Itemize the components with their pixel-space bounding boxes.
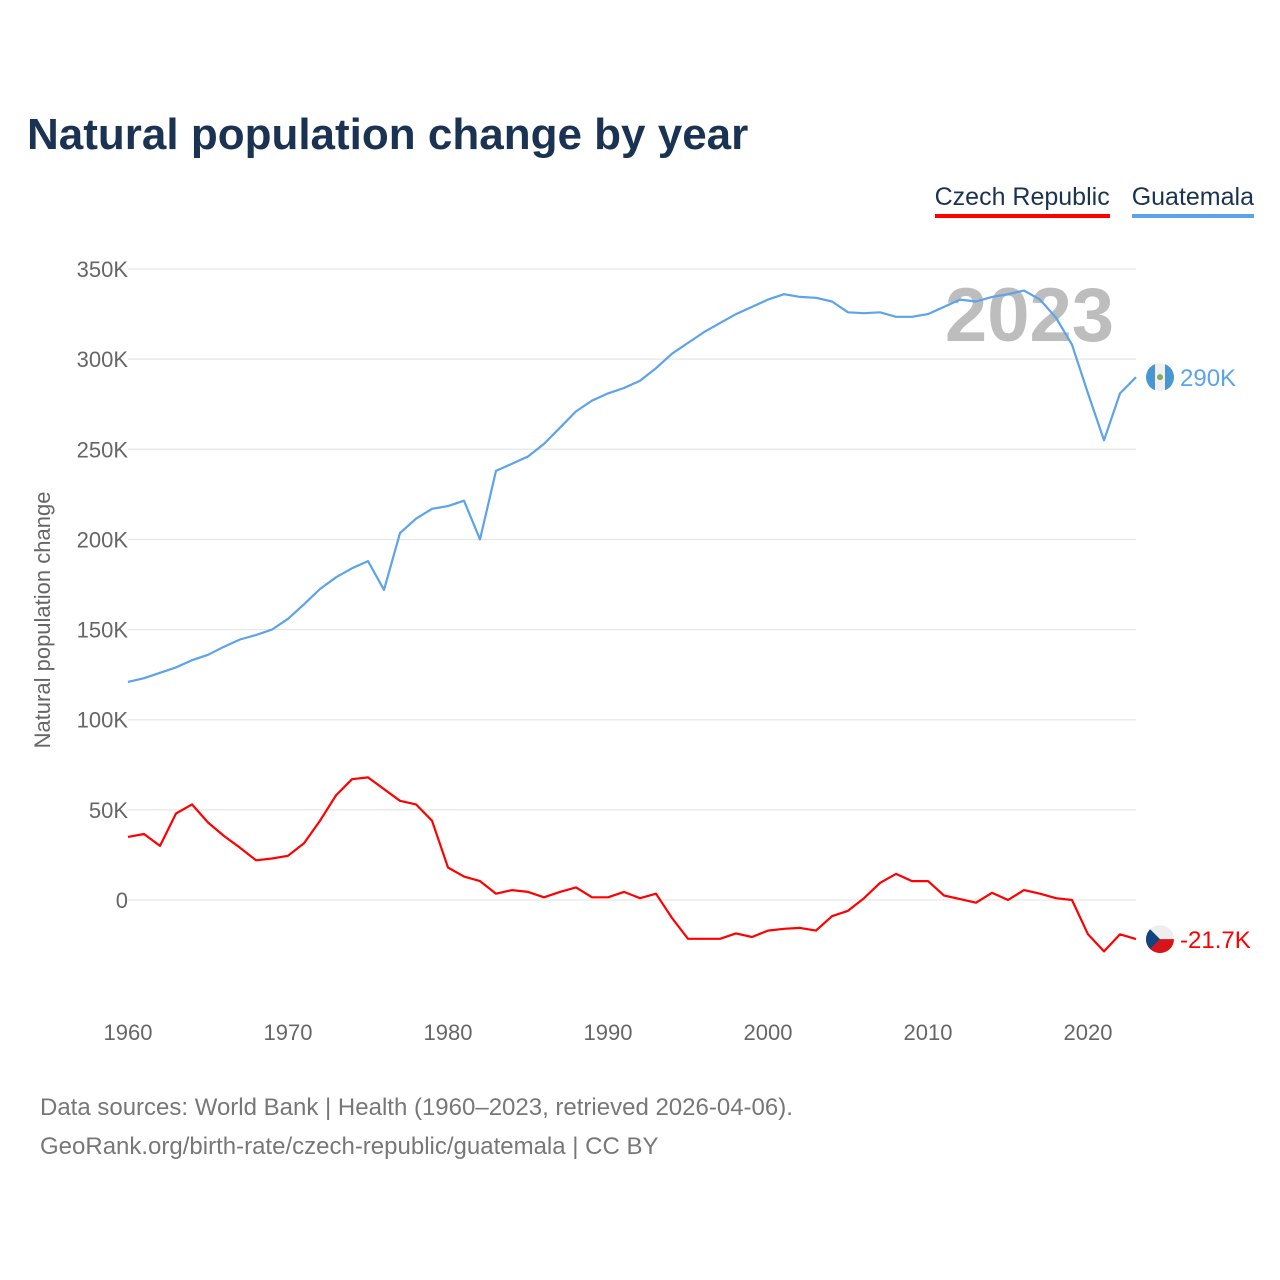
x-tick-label: 2000 — [744, 1020, 793, 1045]
y-tick-label: 150K — [77, 618, 129, 643]
y-tick-label: 300K — [77, 347, 129, 372]
source-link[interactable]: GeoRank.org/birth-rate/czech-republic/gu… — [40, 1133, 659, 1160]
series-line-czech-republic — [127, 776, 1137, 953]
end-value-label-guatemala: 290K — [1180, 365, 1236, 392]
x-tick-label: 1960 — [104, 1020, 153, 1045]
chart-title: Natural population change by year — [27, 110, 749, 159]
legend-item-czech-republic[interactable]: Czech Republic — [934, 183, 1110, 218]
y-tick-label: 100K — [77, 708, 129, 733]
end-value-label-czech-republic: -21.7K — [1180, 927, 1251, 954]
x-tick-label: 2010 — [904, 1020, 953, 1045]
legend: Czech Republic Guatemala — [934, 183, 1254, 218]
series-line-guatemala — [127, 289, 1137, 683]
year-watermark: 2023 — [945, 273, 1114, 358]
x-tick-label: 1980 — [424, 1020, 473, 1045]
x-tick-label: 1990 — [584, 1020, 633, 1045]
czech-flag-icon — [1146, 925, 1174, 954]
guatemala-flag-icon — [1146, 363, 1174, 392]
y-tick-label: 50K — [89, 798, 128, 823]
x-tick-label: 2020 — [1064, 1020, 1113, 1045]
y-tick-label: 350K — [77, 257, 129, 282]
y-tick-label: 0 — [116, 888, 128, 913]
y-tick-label: 250K — [77, 437, 129, 462]
footer: Data sources: World Bank | Health (1960–… — [40, 1088, 793, 1166]
legend-item-guatemala[interactable]: Guatemala — [1131, 183, 1254, 218]
data-source-text: Data sources: World Bank | Health (1960–… — [40, 1094, 793, 1121]
y-tick-label: 200K — [77, 527, 129, 552]
x-tick-label: 1970 — [264, 1020, 313, 1045]
